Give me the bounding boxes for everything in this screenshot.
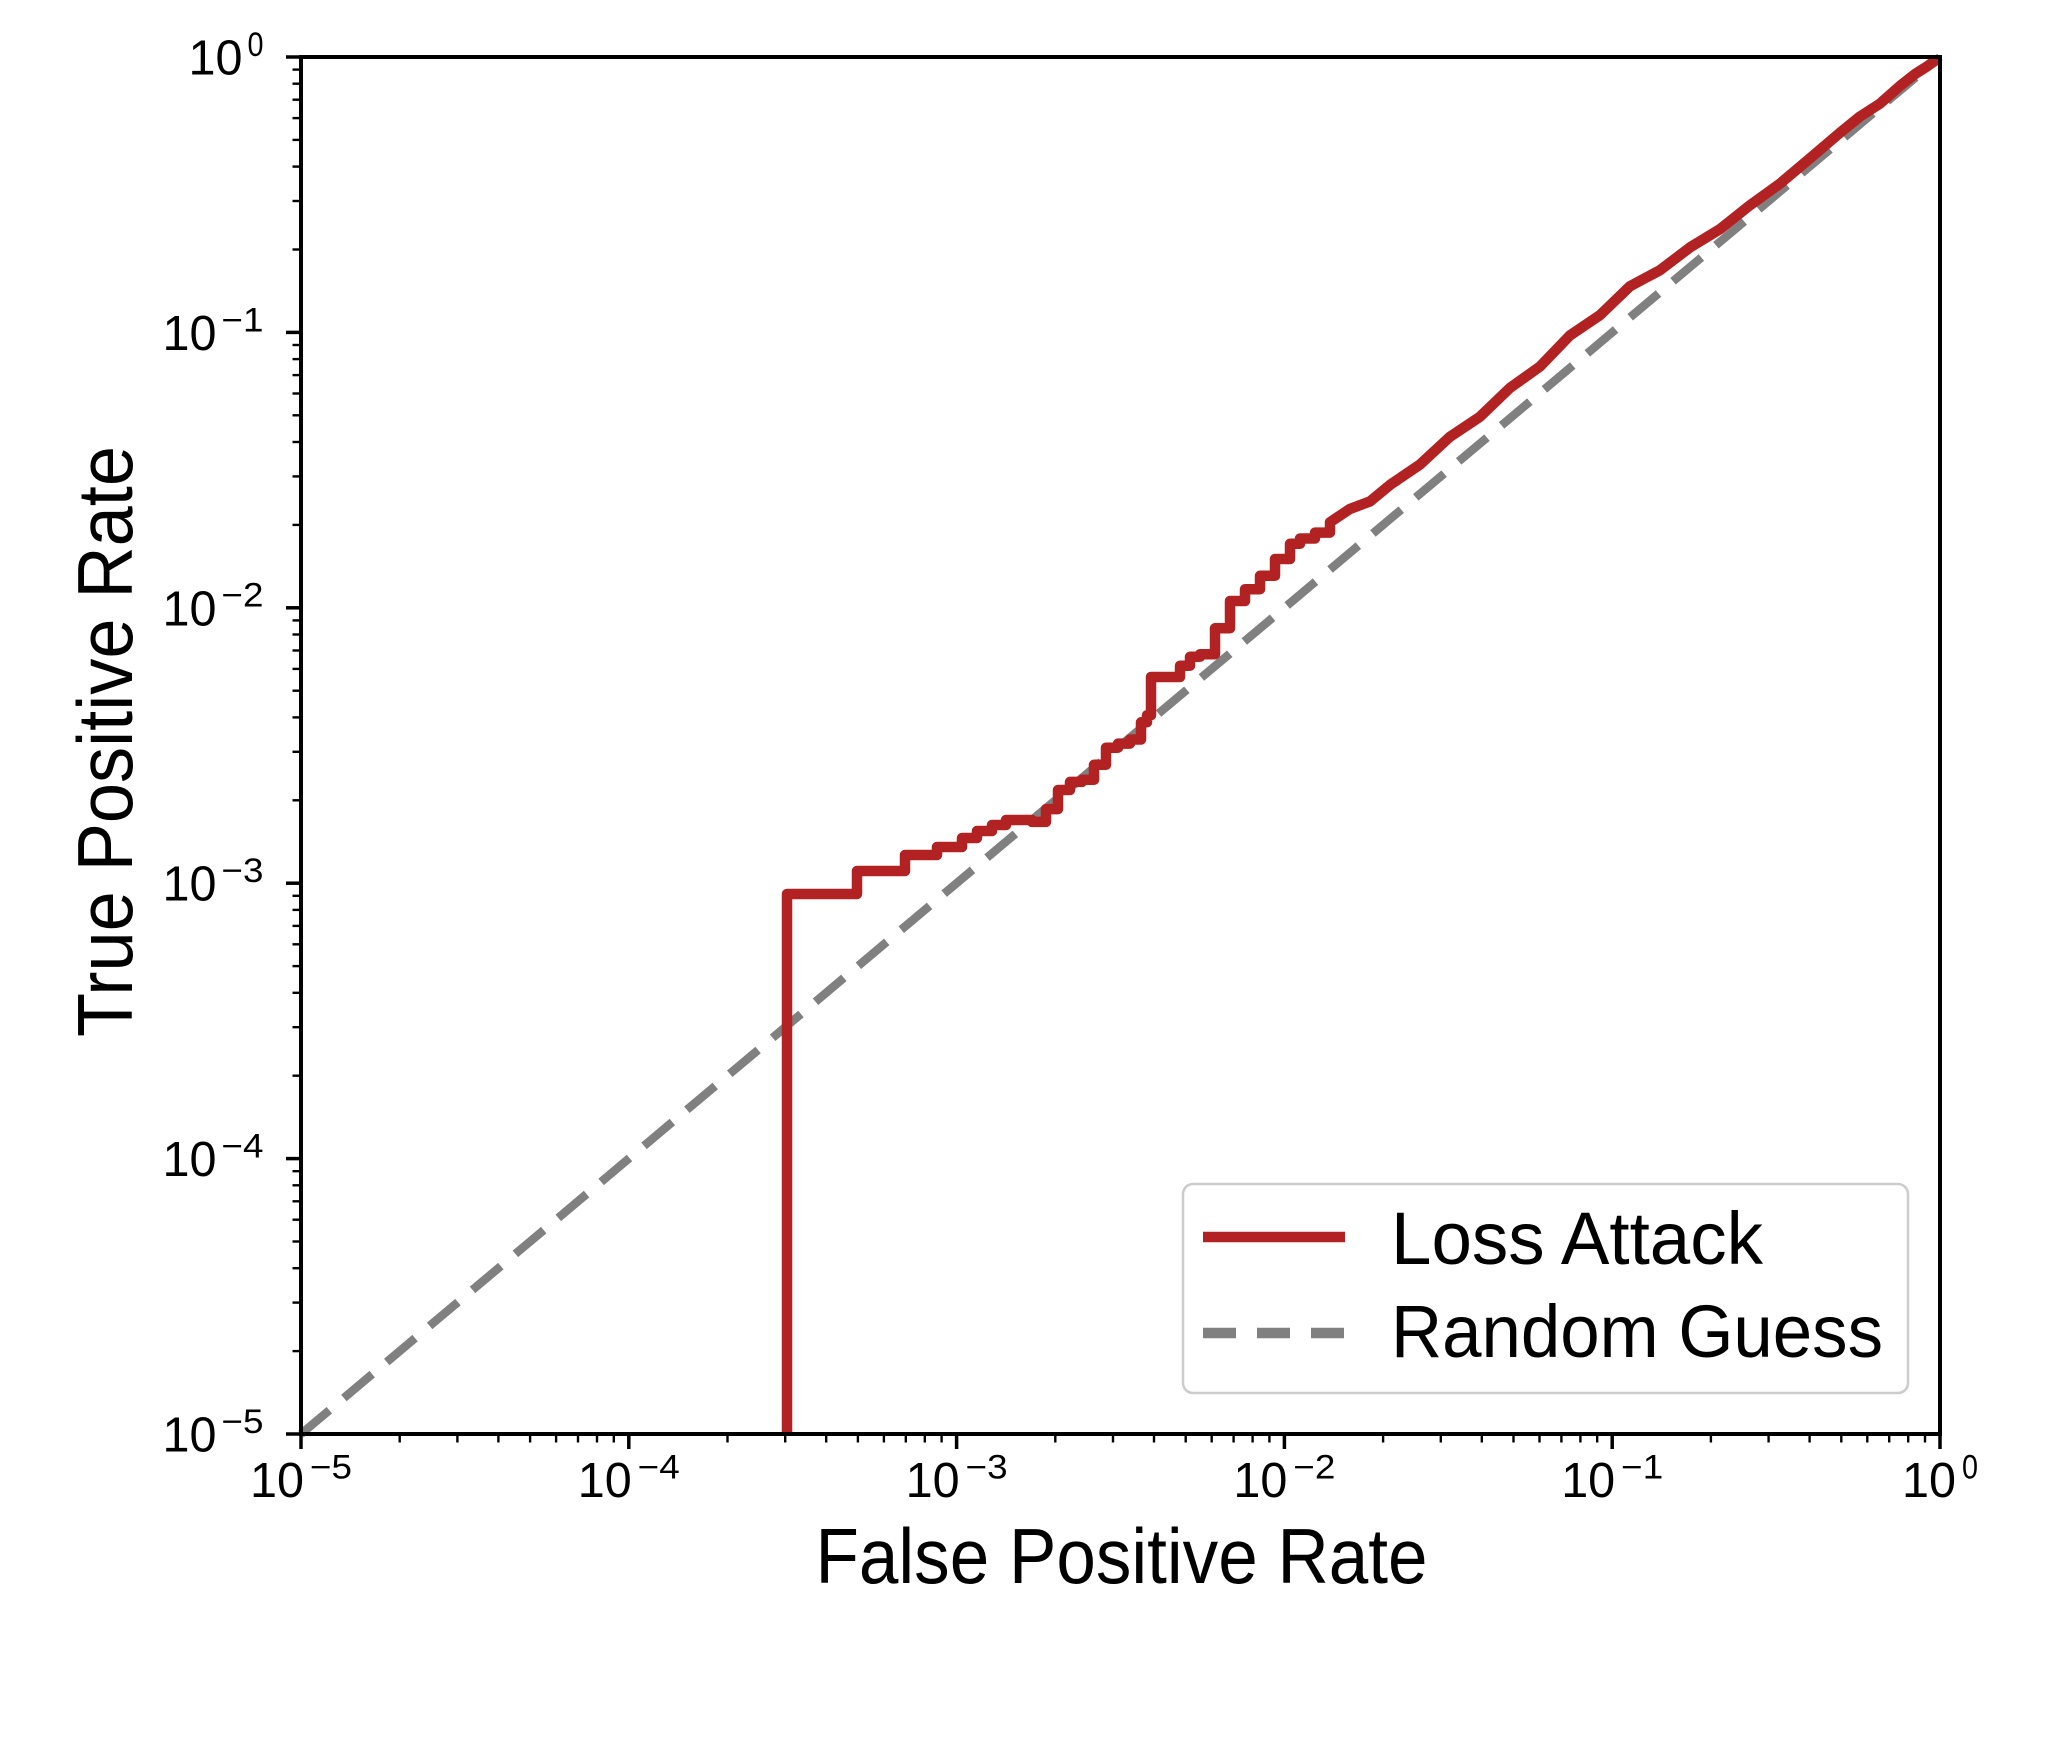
svg-text:0: 0 (1962, 1448, 1978, 1486)
svg-text:−4: −4 (638, 1448, 680, 1486)
svg-text:10: 10 (1561, 1453, 1615, 1508)
svg-text:−5: −5 (310, 1448, 352, 1486)
svg-text:−3: −3 (222, 852, 264, 890)
svg-text:−3: −3 (966, 1448, 1008, 1486)
svg-text:False Positive Rate: False Positive Rate (816, 1512, 1428, 1600)
svg-text:−1: −1 (222, 301, 264, 339)
svg-text:10: 10 (250, 1453, 304, 1508)
svg-text:Loss Attack: Loss Attack (1391, 1197, 1764, 1280)
svg-text:10: 10 (578, 1453, 632, 1508)
svg-text:−2: −2 (222, 577, 264, 615)
svg-text:10: 10 (1902, 1453, 1956, 1508)
svg-text:Random Guess: Random Guess (1391, 1290, 1883, 1373)
svg-text:10: 10 (163, 581, 217, 636)
svg-text:True Positive Rate: True Positive Rate (61, 446, 149, 1037)
svg-text:0: 0 (248, 26, 264, 64)
svg-text:−5: −5 (222, 1403, 264, 1441)
svg-text:−2: −2 (1293, 1448, 1335, 1486)
svg-text:10: 10 (906, 1453, 960, 1508)
svg-text:10: 10 (1233, 1453, 1287, 1508)
svg-text:10: 10 (189, 31, 243, 86)
svg-text:10: 10 (163, 306, 217, 361)
svg-text:10: 10 (163, 1408, 217, 1463)
svg-text:−4: −4 (222, 1128, 264, 1166)
svg-text:10: 10 (163, 857, 217, 912)
svg-text:10: 10 (163, 1132, 217, 1187)
svg-text:−1: −1 (1621, 1448, 1663, 1486)
